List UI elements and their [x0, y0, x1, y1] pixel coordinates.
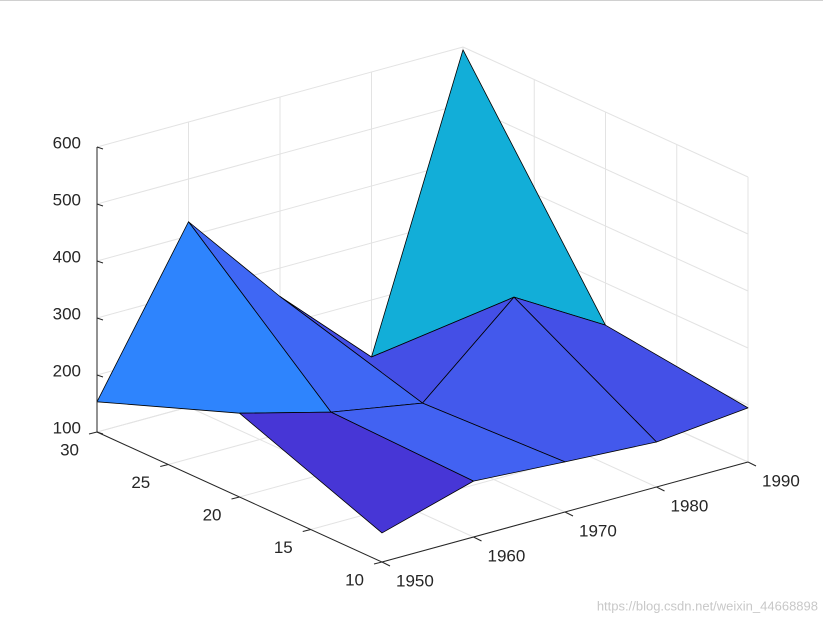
y-tick: [88, 431, 98, 435]
z-tick: [96, 374, 104, 378]
grid-line: [462, 103, 749, 235]
x-tick-label: 1980: [671, 496, 709, 515]
y-tick-label: 15: [274, 538, 293, 557]
top-border: [0, 0, 823, 1]
y-tick: [373, 561, 383, 565]
x-tick: [381, 561, 391, 567]
x-tick: [747, 461, 757, 467]
grid-line: [96, 46, 464, 148]
grid-line: [96, 160, 464, 262]
axes: 1950 1960 1970 1980 1990 10 15 20 25 30 100 200 300 4…: [53, 133, 800, 590]
z-tick: [96, 203, 104, 207]
y-tick-label: 30: [60, 440, 79, 459]
surface-face: [239, 411, 474, 534]
z-tick-label: 600: [53, 133, 81, 152]
grid-line: [462, 46, 749, 178]
grid-line: [96, 103, 464, 205]
z-tick: [96, 431, 104, 435]
y-tick-label: 20: [203, 505, 222, 524]
y-tick: [160, 464, 169, 467]
x-tick: [473, 536, 482, 542]
x-tick-label: 1950: [396, 571, 434, 590]
y-tick-label: 10: [345, 570, 364, 589]
z-tick: [96, 317, 104, 321]
x-tick: [564, 511, 574, 517]
z-tick: [96, 260, 104, 264]
z-tick: [96, 146, 104, 150]
y-tick-label: 25: [131, 473, 150, 492]
x-tick: [656, 486, 665, 492]
z-tick-label: 100: [53, 418, 81, 437]
y-tick: [302, 529, 311, 532]
z-tick-label: 200: [53, 361, 81, 380]
x-tick-label: 1970: [579, 521, 617, 540]
x-tick-label: 1990: [762, 471, 800, 490]
z-tick-label: 300: [53, 304, 81, 323]
watermark: https://blog.csdn.net/weixin_44668898: [597, 598, 818, 613]
x-tick-label: 1960: [488, 546, 526, 565]
y-tick: [231, 496, 240, 500]
z-tick-label: 500: [53, 190, 81, 209]
surface: [96, 49, 749, 534]
z-tick-label: 400: [53, 247, 81, 266]
